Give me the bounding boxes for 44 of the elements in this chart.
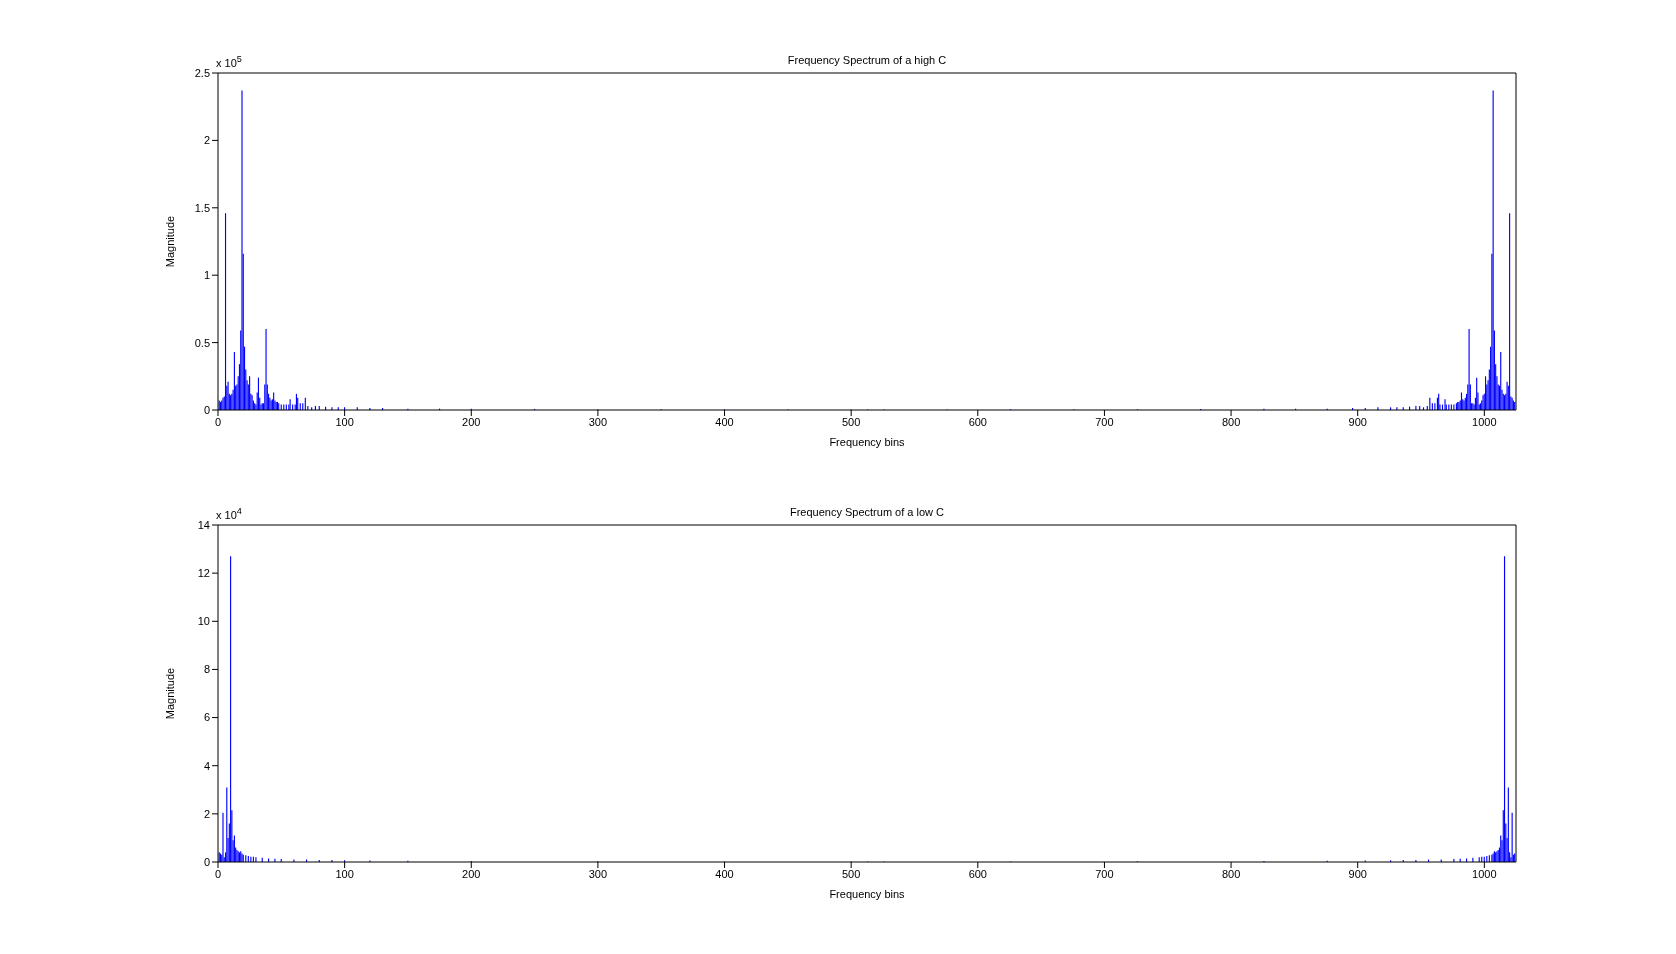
x-axis-title: Frequency bins [829, 888, 906, 900]
chart-title: Frequency Spectrum of a high C [787, 54, 947, 66]
y-tick-label: 10 [197, 615, 210, 628]
x-tick-label: 200 [462, 415, 481, 428]
chart-title: Frequency Spectrum of a low C [789, 506, 945, 518]
x-tick-label: 0 [214, 415, 222, 428]
y-tick-label: 2 [203, 134, 210, 147]
x-tick-label: 100 [335, 415, 354, 428]
x-tick-label: 800 [1221, 867, 1241, 880]
text: x 10$^{4}$ [216, 506, 242, 521]
y-tick-label: 2 [203, 807, 210, 820]
y-tick-label: 6 [203, 711, 210, 724]
x-tick-label: 700 [1095, 867, 1114, 880]
y-tick-label: 1.5 [194, 201, 210, 214]
y-tick-label: 0 [203, 855, 210, 868]
x-tick-label: 1000 [1472, 867, 1497, 880]
y-tick-label: 4 [203, 759, 210, 772]
y-tick-label: 2.5 [194, 66, 210, 79]
x-tick-label: 500 [841, 867, 861, 880]
y-tick-label: 0 [203, 403, 210, 416]
x-tick-label: 400 [715, 415, 734, 428]
y-tick-label: 8 [203, 663, 210, 676]
x-axis-title: Frequency bins [829, 436, 906, 448]
y-tick-label: 12 [197, 567, 210, 580]
y-tick-label: 0.5 [194, 336, 210, 349]
x-tick-label: 200 [462, 867, 481, 880]
x-tick-label: 100 [335, 867, 354, 880]
text: x 10$^{5}$ [216, 54, 242, 69]
x-tick-label: 400 [715, 867, 734, 880]
x-tick-label: 500 [841, 415, 861, 428]
x-tick-label: 700 [1095, 415, 1114, 428]
x-tick-label: 900 [1348, 415, 1367, 428]
y-axis-title: Magnitude [163, 667, 176, 720]
y-tick-label: 1 [203, 269, 210, 282]
y-axis-title: Magnitude [163, 215, 176, 268]
x-tick-label: 800 [1221, 415, 1241, 428]
x-tick-label: 600 [968, 867, 987, 880]
x-tick-label: 900 [1348, 867, 1367, 880]
x-tick-label: 300 [588, 415, 608, 428]
x-tick-label: 0 [214, 867, 222, 880]
x-tick-label: 300 [588, 867, 608, 880]
y-tick-label: 14 [197, 518, 210, 531]
x-tick-label: 1000 [1472, 415, 1497, 428]
x-tick-label: 600 [968, 415, 987, 428]
